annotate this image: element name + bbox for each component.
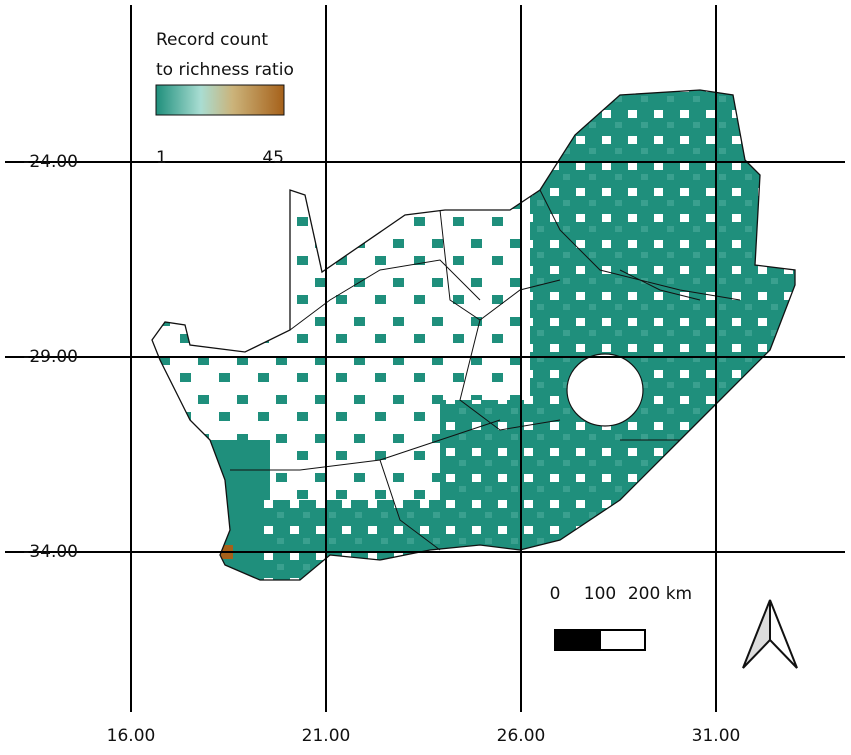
scale-label: 0: [550, 584, 561, 604]
country-border: [151, 89, 796, 581]
legend-title: to richness ratio: [156, 60, 294, 80]
scale-bar: [599, 629, 646, 651]
legend-min: 1: [156, 148, 167, 168]
scale-label: 100: [584, 584, 616, 604]
north-arrow: [769, 599, 798, 669]
graticule: -24.00 -29.00 -34.00 16.00 21.00 26.00 31.00: [5, 5, 845, 746]
legend-title: Record count: [156, 30, 268, 50]
lat-label: -24.00: [23, 152, 78, 172]
lon-label: 26.00: [497, 726, 546, 746]
legend-max: 45: [262, 148, 284, 168]
scale-bar: [554, 629, 601, 651]
lat-label: -29.00: [23, 347, 78, 367]
scale-label: 200 km: [628, 584, 692, 604]
lon-label: 16.00: [107, 726, 156, 746]
lesotho: [566, 353, 644, 427]
legend-colorbar: [155, 84, 285, 116]
north-arrow: [742, 599, 771, 669]
lat-label: -34.00: [23, 542, 78, 562]
province-borders: [230, 189, 741, 551]
lon-label: 31.00: [692, 726, 741, 746]
lon-label: 21.00: [302, 726, 351, 746]
